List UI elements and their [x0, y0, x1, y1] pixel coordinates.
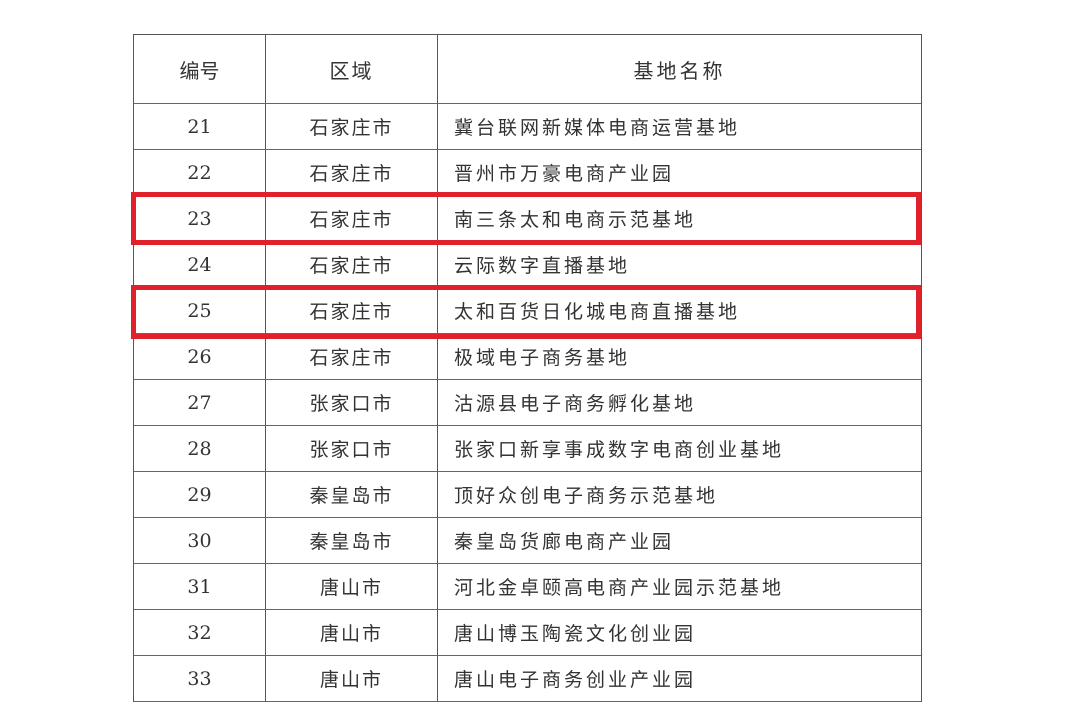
row-base-name: 沽源县电子商务孵化基地: [454, 393, 697, 415]
row-number: 23: [134, 196, 266, 241]
table-row: 26 石家庄市 极域电子商务基地: [134, 334, 921, 380]
row-base-name: 顶好众创电子商务示范基地: [454, 485, 719, 507]
row-region: 石家庄市: [266, 334, 438, 379]
row-number: 32: [134, 610, 266, 655]
row-base-name: 极域电子商务基地: [454, 347, 631, 369]
row-region: 唐山市: [266, 610, 438, 655]
row-region: 唐山市: [266, 656, 438, 701]
table-row: 25 石家庄市 太和百货日化城电商直播基地: [134, 288, 921, 334]
row-region: 张家口市: [266, 380, 438, 425]
row-base-name: 张家口新享事成数字电商创业基地: [454, 439, 785, 461]
table-row: 27 张家口市 沽源县电子商务孵化基地: [134, 380, 921, 426]
row-region: 石家庄市: [266, 242, 438, 287]
row-number: 27: [134, 380, 266, 425]
row-base-name: 冀台联网新媒体电商运营基地: [454, 117, 741, 139]
table-row: 24 石家庄市 云际数字直播基地: [134, 242, 921, 288]
row-number: 33: [134, 656, 266, 701]
table-row: 32 唐山市 唐山博玉陶瓷文化创业园: [134, 610, 921, 656]
row-number: 24: [134, 242, 266, 287]
table-row: 33 唐山市 唐山电子商务创业产业园: [134, 656, 921, 702]
row-base-name: 晋州市万豪电商产业园: [454, 163, 675, 185]
highlight-box-row-23: [131, 192, 921, 245]
row-region: 张家口市: [266, 426, 438, 471]
highlight-box-row-25: [131, 285, 921, 339]
row-region: 唐山市: [266, 564, 438, 609]
row-number: 22: [134, 150, 266, 195]
row-number: 26: [134, 334, 266, 379]
row-base-name: 唐山博玉陶瓷文化创业园: [454, 623, 697, 645]
row-base-name: 秦皇岛货廊电商产业园: [454, 531, 675, 553]
header-number: 编号: [134, 35, 266, 103]
row-region: 秦皇岛市: [266, 472, 438, 517]
table-row: 21 石家庄市 冀台联网新媒体电商运营基地: [134, 104, 921, 150]
table-row: 22 石家庄市 晋州市万豪电商产业园: [134, 150, 921, 196]
table-row: 30 秦皇岛市 秦皇岛货廊电商产业园: [134, 518, 921, 564]
row-base-name: 太和百货日化城电商直播基地: [454, 301, 741, 323]
row-base-name: 唐山电子商务创业产业园: [454, 669, 697, 691]
header-region: 区域: [266, 35, 438, 103]
row-base-name: 河北金卓颐高电商产业园示范基地: [454, 577, 785, 599]
row-region: 石家庄市: [266, 104, 438, 149]
table-row: 29 秦皇岛市 顶好众创电子商务示范基地: [134, 472, 921, 518]
row-region: 石家庄市: [266, 196, 438, 241]
row-number: 28: [134, 426, 266, 471]
row-region: 石家庄市: [266, 288, 438, 333]
row-region: 秦皇岛市: [266, 518, 438, 563]
row-number: 21: [134, 104, 266, 149]
row-number: 29: [134, 472, 266, 517]
bases-table: 编号 区域 基地名称 21 石家庄市 冀台联网新媒体电商运营基地 22 石家庄市 晋州市万…: [133, 34, 922, 702]
row-region: 石家庄市: [266, 150, 438, 195]
row-base-name: 云际数字直播基地: [454, 255, 631, 277]
row-number: 30: [134, 518, 266, 563]
table-row: 28 张家口市 张家口新享事成数字电商创业基地: [134, 426, 921, 472]
table-header: 编号 区域 基地名称: [134, 35, 921, 104]
row-base-name: 南三条太和电商示范基地: [454, 209, 697, 231]
row-number: 25: [134, 288, 266, 333]
table-row: 31 唐山市 河北金卓颐高电商产业园示范基地: [134, 564, 921, 610]
header-base-name: 基地名称: [633, 58, 726, 83]
row-number: 31: [134, 564, 266, 609]
